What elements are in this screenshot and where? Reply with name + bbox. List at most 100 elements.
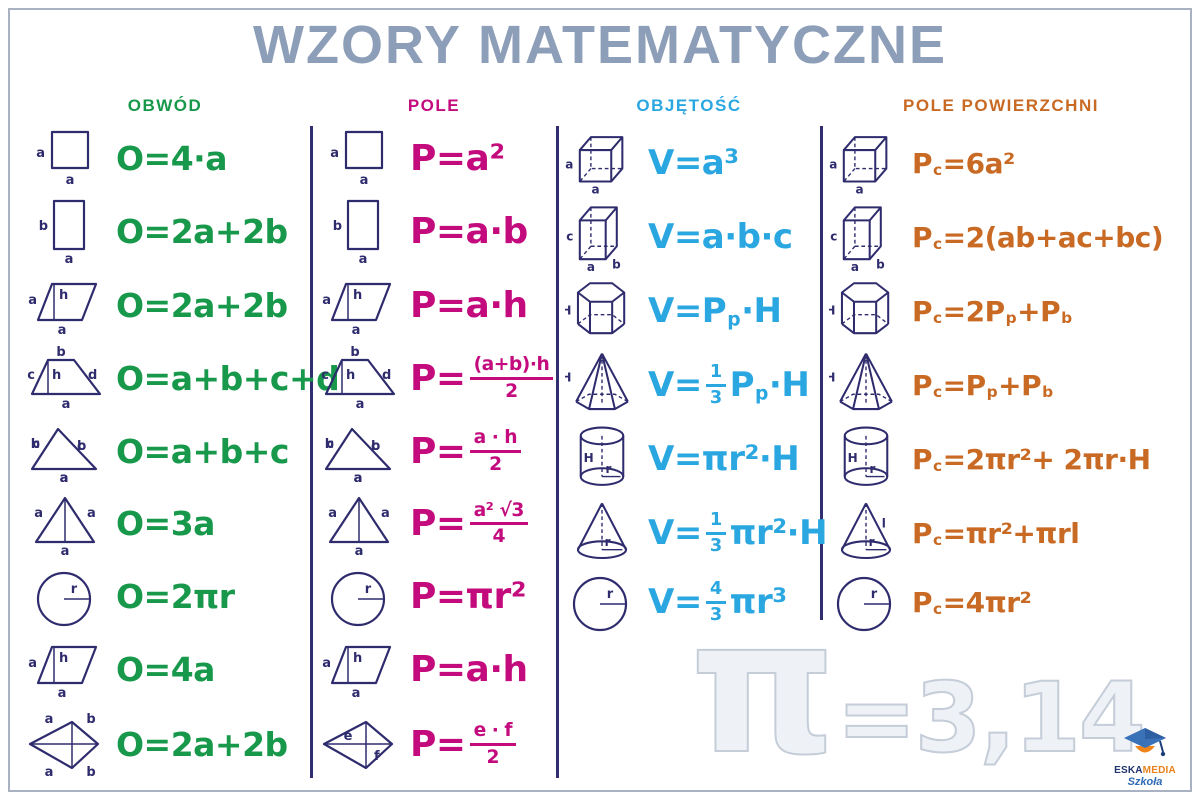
formula: O=a+b+c+d: [116, 359, 340, 398]
svg-text:a: a: [45, 712, 54, 727]
formula-row: a b a b O=2a+2b: [22, 710, 308, 778]
formula-row: a h a P=a·h: [316, 637, 552, 701]
formula: O=2a+2b: [116, 725, 288, 764]
formula-subscript: c: [933, 382, 942, 401]
svg-text:a: a: [587, 260, 595, 274]
formula: V= 1 3 πr²·H: [648, 510, 828, 556]
svg-text:r: r: [607, 587, 614, 602]
formula-row: a h a P=a·h: [316, 274, 552, 338]
formula-text: V=: [648, 513, 702, 553]
fraction-denominator: 3: [709, 535, 722, 556]
formula: V= 4 3 πr³: [648, 579, 787, 625]
formula-text: πr³: [729, 582, 788, 622]
column-volume: OBJĘTOŚĆ aaV=a³cabV=a·b·cHV=Pp·HHV=13Pp·…: [562, 96, 828, 632]
svg-text:a: a: [354, 471, 363, 483]
formula-text: P=πr²: [410, 576, 527, 617]
svg-text:a: a: [591, 183, 599, 197]
formula-text: ·H: [741, 291, 782, 331]
formula-row: a a P=a²: [316, 126, 552, 190]
formula: V=a·b·c: [648, 217, 793, 257]
cuboid-icon: c a b: [562, 200, 642, 274]
rhombus-icon: a h a: [316, 637, 404, 701]
svg-text:h: h: [52, 368, 61, 383]
formula-subscript: p: [755, 382, 768, 404]
formula-subscript: c: [933, 599, 942, 618]
formula-text: O=2πr: [116, 577, 235, 616]
triangle-equilateral-icon: a a a: [22, 492, 110, 556]
formula: P=a·h: [410, 285, 528, 326]
svg-text:a: a: [87, 506, 96, 521]
formula-row: H Pc=2Pp+Pb: [826, 274, 1176, 348]
formula: O=2a+2b: [116, 212, 288, 251]
hex-pyramid-icon: H: [562, 348, 642, 422]
cuboid-icon: c a b: [826, 200, 906, 274]
formula-text: V=a³: [648, 143, 739, 183]
svg-text:H: H: [848, 451, 858, 465]
svg-text:a: a: [62, 397, 71, 410]
column-rows: aaPc=6a²cabPc=2(ab+ac+bc)HPc=2Pp+PbHPc=P…: [826, 126, 1176, 632]
formula-subscript: c: [933, 308, 942, 327]
svg-text:b: b: [77, 439, 86, 454]
hex-prism-icon: H: [562, 274, 642, 348]
parallelogram-icon: a h a: [316, 274, 404, 338]
svg-text:a: a: [58, 686, 67, 701]
column-header-surface-area: POLE POWIERZCHNI: [903, 96, 1099, 115]
formula-text: O=3a: [116, 504, 215, 544]
column-area: POLE a a P=a² b a P=a·b a h a P=a·h b c h d a P= (a+b)·…: [316, 96, 554, 778]
svg-text:a: a: [36, 146, 45, 161]
formula-text: P=: [410, 357, 466, 399]
formula: P=a·h: [410, 649, 528, 690]
svg-text:a: a: [61, 544, 70, 556]
fraction-numerator: 4: [705, 579, 726, 604]
trapezoid-icon: b c h d a: [316, 346, 404, 410]
formula-text: V=P: [648, 291, 727, 331]
pi-symbol: π: [689, 579, 837, 795]
formula: O=3a: [116, 504, 215, 543]
column-perimeter: OBWÓD a a O=4·a b a O=2a+2b a h a O=2a+2b b c h d a O=a…: [22, 96, 339, 778]
svg-text:l: l: [882, 516, 886, 530]
svg-text:b: b: [86, 712, 95, 727]
formula-text: +P: [1017, 294, 1061, 328]
formula-subscript: c: [933, 456, 942, 475]
svg-text:a: a: [359, 252, 368, 265]
column-divider: [556, 126, 559, 778]
svg-text:r: r: [871, 587, 878, 602]
svg-text:r: r: [365, 582, 372, 597]
formula-row: r O=2πr: [22, 565, 308, 629]
hex-pyramid-icon: H: [826, 348, 906, 422]
formula-text: +P: [998, 368, 1042, 402]
formula-row: a h a O=4a: [22, 637, 308, 701]
svg-text:a: a: [28, 293, 37, 308]
publisher-logo: ESKAMEDIA Szkoła: [1106, 726, 1184, 788]
svg-text:h: h: [346, 368, 355, 383]
column-header-perimeter: OBWÓD: [127, 96, 203, 115]
svg-text:h: h: [59, 288, 68, 303]
svg-text:c: c: [77, 439, 85, 454]
svg-text:c: c: [830, 230, 837, 244]
formula-text: V=πr²·H: [648, 439, 800, 479]
svg-text:a: a: [355, 544, 364, 556]
graduation-cap-icon: [1124, 728, 1166, 757]
formula-text: P=a·b: [410, 211, 528, 253]
formula-subscript: b: [1042, 382, 1053, 401]
fraction-numerator: a² √3: [469, 500, 528, 526]
poster-title: WZORY MATEMATYCZNE: [253, 15, 947, 75]
svg-text:b: b: [333, 219, 342, 234]
svg-text:b: b: [56, 346, 65, 360]
pi-watermark: π=3,14: [689, 594, 1147, 781]
formula-text: V=: [648, 365, 702, 405]
formula-row: a a a P= a² √3 4: [316, 492, 552, 556]
logo-subtitle: Szkoła: [1127, 776, 1163, 788]
formula-text: P=: [410, 430, 466, 472]
